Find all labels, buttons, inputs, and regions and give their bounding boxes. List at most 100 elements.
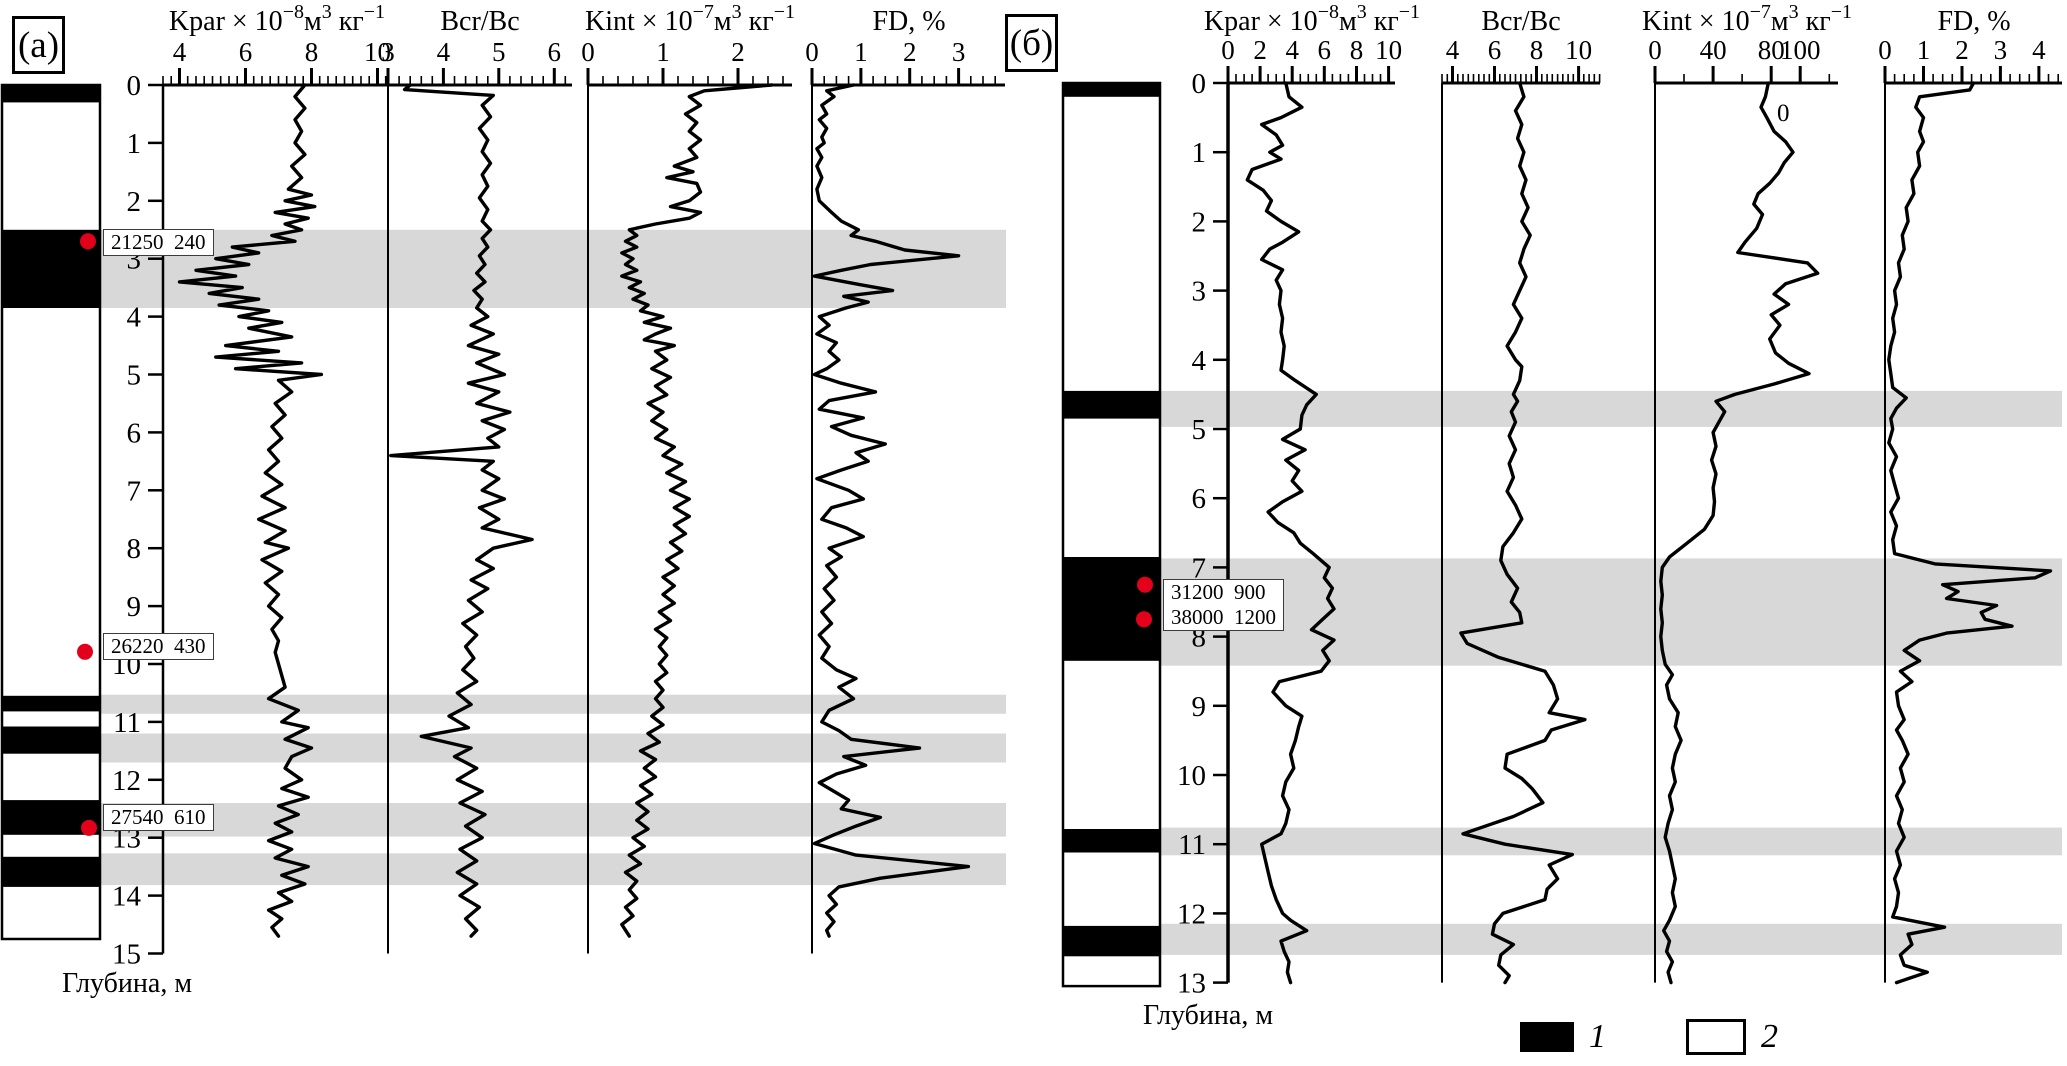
depth-tick-label: 11 — [1178, 829, 1206, 861]
depth-tick-label: 3 — [1192, 276, 1207, 308]
depth-tick-label: 12 — [1177, 898, 1206, 930]
legend-item-black: 1 — [1520, 1018, 1606, 1056]
gray-highlight-band — [1160, 923, 2062, 955]
bcr_bc-tick-label: 6 — [1488, 35, 1502, 65]
lithology-column-border — [0, 83, 102, 941]
kpar-tick-label: 0 — [1221, 35, 1235, 65]
kpar-tick-label: 4 — [1285, 35, 1299, 65]
panel-a-label: (а) — [12, 16, 65, 74]
lithology-black-bed — [1063, 829, 1160, 853]
gray-highlight-band — [100, 733, 1006, 763]
depth-tick-label: 1 — [1192, 137, 1207, 169]
depth-tick-label: 12 — [112, 765, 141, 797]
legend-swatch-black-icon — [1520, 1022, 1574, 1052]
kint-title: Kint × 10−7м3 кг−1 — [1642, 1, 1852, 37]
depth-tick-label: 4 — [127, 302, 142, 334]
depth-tick-label: 15 — [112, 939, 141, 971]
kint-tick-label: 2 — [731, 37, 745, 67]
lithology-black-bed — [2, 726, 100, 754]
legend-item-white: 2 — [1686, 1018, 1778, 1056]
depth-tick-label: 8 — [127, 533, 142, 565]
bcr_bc-tick-label: 4 — [1446, 35, 1460, 65]
fd-tick-label: 0 — [805, 37, 819, 67]
depth-tick-label: 2 — [127, 186, 142, 218]
fd-curve — [812, 83, 971, 938]
kpar-tick-label: 4 — [173, 37, 187, 67]
panel-b-label: (б) — [1005, 14, 1058, 72]
kpar-tick-label: 8 — [1350, 35, 1364, 65]
kpar-curve — [1245, 81, 1336, 985]
sample-dot — [1136, 611, 1152, 628]
depth-tick-label: 2 — [1192, 206, 1207, 238]
gray-highlight-band — [100, 803, 1006, 837]
bcr_bc-tick-label: 4 — [437, 37, 451, 67]
legend-label-2: 2 — [1761, 1018, 1778, 1055]
kpar-tick-label: 6 — [239, 37, 253, 67]
kpar-curve — [177, 83, 324, 938]
kint-title: Kint × 10−7м3 кг−1 — [585, 1, 795, 37]
depth-axis-caption-a: Глубина, м — [62, 968, 193, 999]
fd-tick-label: 2 — [903, 37, 917, 67]
kpar-tick-label: 8 — [305, 37, 319, 67]
bcr_bc-tick-label: 3 — [381, 37, 395, 67]
fd-curve — [1887, 81, 2053, 985]
sample-dot — [1137, 576, 1153, 593]
bcr_bc-curve — [389, 83, 534, 938]
kint-tick-label: 100 — [1780, 35, 1821, 65]
depth-tick-label: 5 — [1192, 414, 1207, 446]
legend-label-1: 1 — [1589, 1018, 1606, 1055]
fd-title: FD, % — [1937, 6, 2010, 37]
depth-tick-label: 10 — [1177, 760, 1206, 792]
bcr_bc-tick-label: 10 — [1565, 35, 1592, 65]
sample-dot — [80, 233, 96, 250]
gray-highlight-band — [1160, 390, 2062, 427]
gray-highlight-band — [100, 694, 1006, 714]
kpar-tick-label: 2 — [1253, 35, 1267, 65]
depth-tick-label: 1 — [127, 128, 142, 160]
kpar-tick-label: 6 — [1318, 35, 1332, 65]
lithology-black-bed — [2, 85, 100, 103]
bcr_bc-tick-label: 5 — [492, 37, 506, 67]
age-label: 26220 430 — [103, 633, 214, 660]
depth-tick-label: 0 — [1192, 68, 1207, 100]
lithology-column — [2, 85, 100, 939]
kpar-title: Kpar × 10−8м3 кг−1 — [1204, 1, 1420, 37]
sample-dot — [77, 643, 93, 660]
age-label: 27540 610 — [103, 804, 214, 831]
age-label: 31200 900 38000 1200 — [1163, 579, 1284, 631]
fd-tick-label: 2 — [1955, 35, 1969, 65]
age-label: 21250 240 — [103, 229, 214, 256]
lithology-black-bed — [2, 856, 100, 887]
fd-title: FD, % — [872, 6, 945, 37]
kint-tick-label: 40 — [1700, 35, 1727, 65]
legend: 1 2 — [1520, 1018, 1778, 1056]
gray-highlight-band — [1160, 827, 2062, 856]
kint-tick-label: 0 — [581, 37, 595, 67]
gray-highlight-band — [100, 853, 1006, 886]
kpar-tick-label: 10 — [1375, 35, 1402, 65]
lithology-black-bed — [1063, 390, 1160, 419]
depth-tick-label: 0 — [127, 70, 142, 102]
depth-tick-label: 6 — [1192, 483, 1207, 515]
fd-tick-label: 1 — [1917, 35, 1931, 65]
bcr_bc-title: Bcr/Bc — [440, 6, 519, 37]
depth-tick-label: 4 — [1192, 345, 1207, 377]
gray-highlight-band — [1160, 558, 2062, 666]
lithology-black-bed — [1063, 83, 1160, 97]
fd-tick-label: 0 — [1878, 35, 1892, 65]
depth-tick-label: 5 — [127, 360, 142, 392]
kpar-title: Kpar × 10−8м3 кг−1 — [169, 1, 385, 37]
depth-tick-label: 11 — [113, 707, 141, 739]
kint-tick-label: 1 — [656, 37, 670, 67]
lithology-black-bed — [2, 695, 100, 712]
curve-annotation: 0 — [1777, 100, 1790, 127]
depth-tick-label: 9 — [127, 591, 142, 623]
kpar-tick-label: 10 — [364, 37, 391, 67]
kint-curve — [620, 83, 774, 938]
depth-axis-caption-b: Глубина, м — [1143, 1000, 1274, 1031]
bcr_bc-tick-label: 8 — [1530, 35, 1544, 65]
